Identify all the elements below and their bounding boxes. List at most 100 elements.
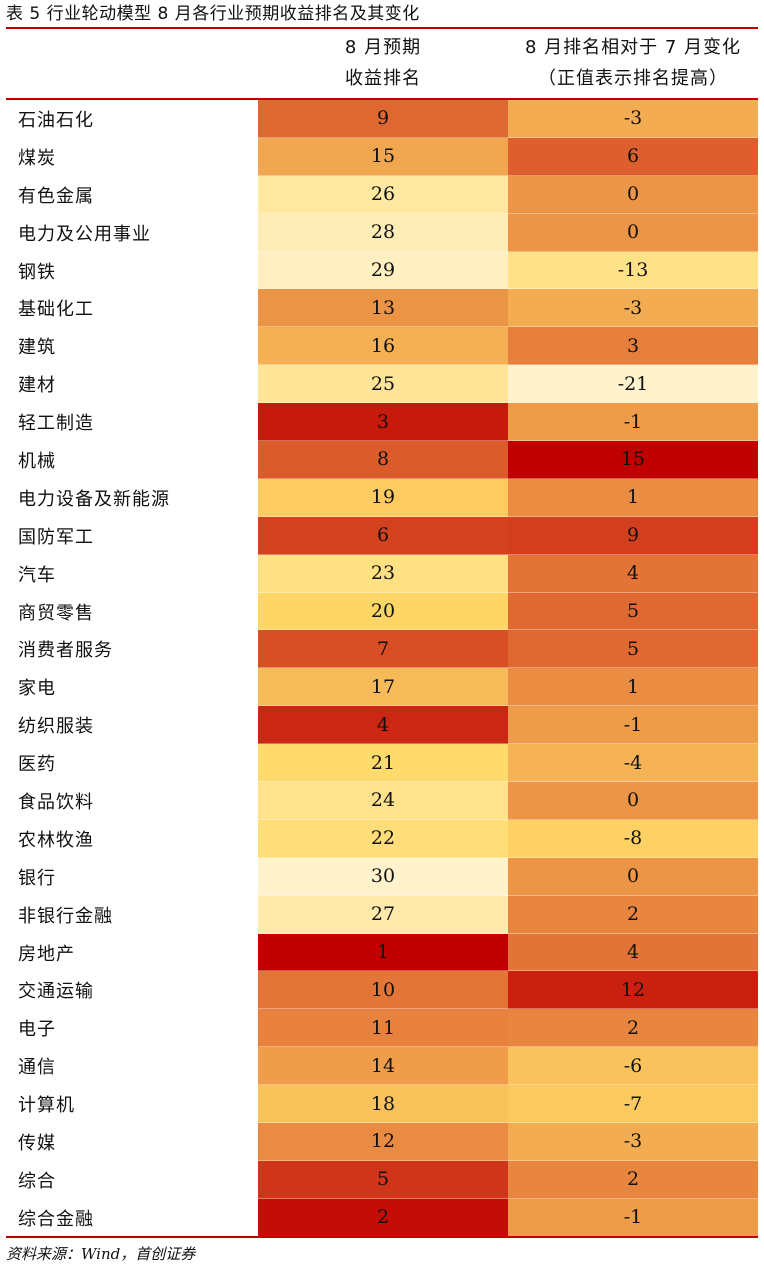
industry-name: 轻工制造	[6, 403, 258, 442]
industry-name: 消费者服务	[6, 630, 258, 669]
table-row: 传媒 12 -3	[6, 1123, 758, 1161]
rank-cell: 28	[258, 213, 508, 252]
table-row: 电力及公用事业 28 0	[6, 213, 758, 252]
top-rule	[6, 27, 758, 29]
rank-cell: 13	[258, 289, 508, 328]
table-title: 表 5 行业轮动模型 8 月各行业预期收益排名及其变化	[6, 4, 420, 24]
industry-name: 机械	[6, 441, 258, 479]
change-cell: 0	[508, 782, 758, 820]
table-row: 基础化工 13 -3	[6, 289, 758, 328]
change-cell: -6	[508, 1047, 758, 1086]
table-row: 医药 21 -4	[6, 744, 758, 783]
change-cell: -13	[508, 251, 758, 290]
industry-name: 食品饮料	[6, 782, 258, 820]
rank-cell: 10	[258, 971, 508, 1010]
table-row: 家电 17 1	[6, 668, 758, 707]
change-cell: -3	[508, 289, 758, 328]
table-row: 综合金融 2 -1	[6, 1198, 758, 1237]
industry-name: 银行	[6, 857, 258, 896]
change-cell: 5	[508, 630, 758, 669]
column-header-rank-line2: 收益排名	[345, 68, 421, 89]
industry-name: 基础化工	[6, 289, 258, 328]
industry-name: 非银行金融	[6, 895, 258, 934]
rank-cell: 8	[258, 441, 508, 479]
industry-name: 石油石化	[6, 100, 258, 138]
industry-name: 汽车	[6, 554, 258, 593]
rank-cell: 11	[258, 1009, 508, 1048]
rank-cell: 17	[258, 668, 508, 707]
rank-cell: 4	[258, 706, 508, 745]
change-cell: -1	[508, 1198, 758, 1237]
rank-cell: 7	[258, 630, 508, 669]
table-row: 农林牧渔 22 -8	[6, 819, 758, 858]
table-row: 建筑 16 3	[6, 327, 758, 366]
table-row: 非银行金融 27 2	[6, 895, 758, 934]
rank-cell: 20	[258, 592, 508, 631]
rank-cell: 19	[258, 478, 508, 517]
rank-cell: 3	[258, 403, 508, 442]
change-cell: -8	[508, 819, 758, 858]
rank-cell: 18	[258, 1085, 508, 1124]
table-row: 汽车 23 4	[6, 554, 758, 593]
column-header-change-line2: （正值表示排名提高）	[538, 68, 728, 89]
column-header-change-line1: 8 月排名相对于 7 月变化	[524, 37, 742, 58]
header-rule	[6, 98, 758, 100]
change-cell: 9	[508, 516, 758, 555]
rank-cell: 26	[258, 175, 508, 214]
change-cell: 15	[508, 441, 758, 479]
rank-cell: 30	[258, 857, 508, 896]
industry-name: 有色金属	[6, 175, 258, 214]
change-cell: -21	[508, 365, 758, 404]
table-row: 国防军工 6 9	[6, 516, 758, 555]
column-header-rank-line1: 8 月预期	[344, 37, 422, 58]
change-cell: 12	[508, 971, 758, 1010]
table-row: 商贸零售 20 5	[6, 592, 758, 631]
ranking-table: 石油石化 9 -3 煤炭 15 6 有色金属 26 0 电力及公用事业 28 0 钢铁 29 -13 基础化工…	[6, 100, 758, 1237]
industry-name: 建筑	[6, 327, 258, 366]
industry-name: 国防军工	[6, 516, 258, 555]
industry-name: 传媒	[6, 1123, 258, 1161]
table-row: 银行 30 0	[6, 857, 758, 896]
table-row: 钢铁 29 -13	[6, 251, 758, 290]
table-row: 消费者服务 7 5	[6, 630, 758, 669]
table-row: 石油石化 9 -3	[6, 100, 758, 138]
industry-name: 综合金融	[6, 1198, 258, 1237]
rank-cell: 2	[258, 1198, 508, 1237]
column-header-change: 8 月排名相对于 7 月变化 （正值表示排名提高）	[508, 32, 758, 94]
change-cell: 0	[508, 175, 758, 214]
change-cell: 4	[508, 554, 758, 593]
change-cell: 2	[508, 1160, 758, 1199]
industry-name: 纺织服装	[6, 706, 258, 745]
table-row: 房地产 1 4	[6, 933, 758, 972]
change-cell: -1	[508, 403, 758, 442]
table-row: 有色金属 26 0	[6, 175, 758, 214]
industry-name: 电子	[6, 1009, 258, 1048]
industry-name: 房地产	[6, 933, 258, 972]
industry-name: 电力设备及新能源	[6, 478, 258, 517]
table-row: 机械 8 15	[6, 441, 758, 479]
rank-cell: 15	[258, 137, 508, 176]
table-row: 食品饮料 24 0	[6, 782, 758, 820]
change-cell: -1	[508, 706, 758, 745]
change-cell: 6	[508, 137, 758, 176]
rank-cell: 21	[258, 744, 508, 783]
rank-cell: 6	[258, 516, 508, 555]
table-row: 轻工制造 3 -1	[6, 403, 758, 442]
rank-cell: 25	[258, 365, 508, 404]
industry-name: 钢铁	[6, 251, 258, 290]
rank-cell: 27	[258, 895, 508, 934]
rank-cell: 16	[258, 327, 508, 366]
industry-name: 农林牧渔	[6, 819, 258, 858]
industry-name: 家电	[6, 668, 258, 707]
source-note: 资料来源：Wind，首创证券	[6, 1245, 196, 1263]
table-row: 通信 14 -6	[6, 1047, 758, 1086]
table-row: 电子 11 2	[6, 1009, 758, 1048]
table-row: 交通运输 10 12	[6, 971, 758, 1010]
rank-cell: 23	[258, 554, 508, 593]
table-row: 煤炭 15 6	[6, 137, 758, 176]
change-cell: 1	[508, 478, 758, 517]
change-cell: 0	[508, 213, 758, 252]
table-row: 综合 5 2	[6, 1160, 758, 1199]
industry-name: 综合	[6, 1160, 258, 1199]
rank-cell: 24	[258, 782, 508, 820]
